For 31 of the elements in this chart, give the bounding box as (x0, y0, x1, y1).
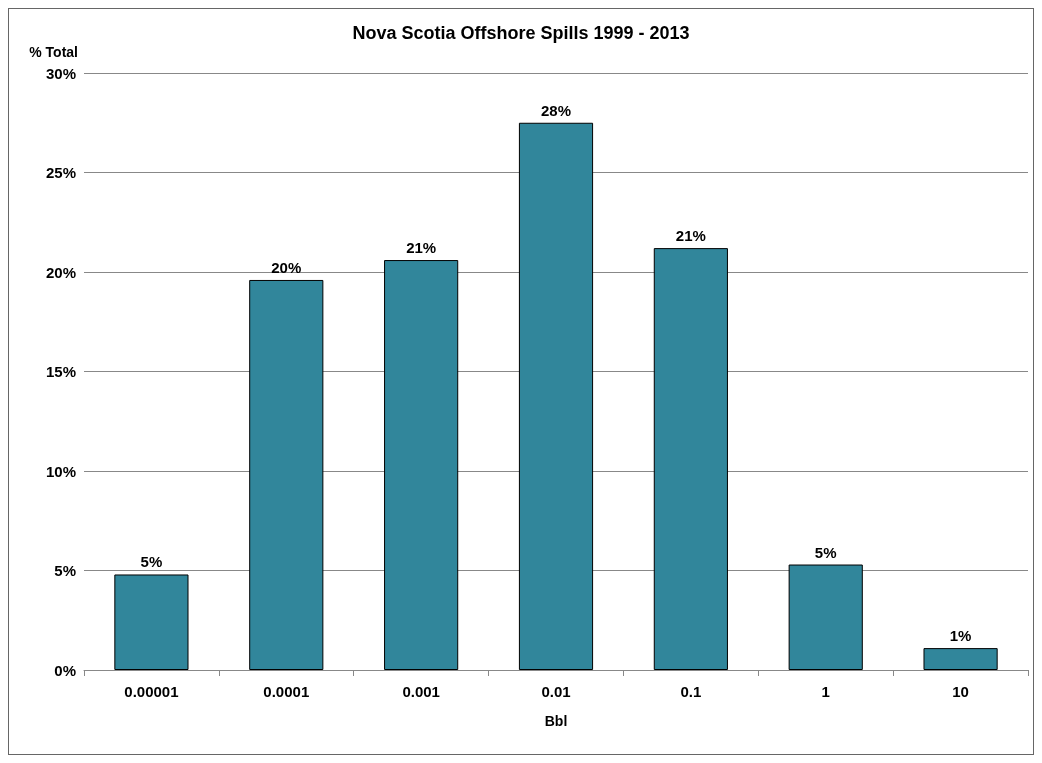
x-tick-label: 0.001 (402, 683, 440, 700)
bar (384, 260, 459, 670)
bar (923, 648, 998, 670)
data-label: 21% (406, 239, 437, 257)
data-label: 20% (271, 258, 302, 276)
bar (114, 574, 189, 670)
bar (518, 122, 594, 670)
bar (249, 279, 324, 670)
bar (788, 564, 863, 670)
y-tick-label: 20% (45, 263, 76, 281)
x-tick-label: 0.00001 (124, 683, 179, 700)
y-tick-label: 30% (45, 64, 76, 82)
data-label: 5% (814, 543, 837, 561)
chart-title: Nova Scotia Offshore Spills 1999 - 2013 (352, 23, 690, 43)
bar (653, 248, 728, 670)
y-tick-label: 10% (45, 462, 76, 480)
x-tick-label: 0.01 (541, 683, 571, 700)
x-tick-label: 10 (952, 683, 969, 700)
data-label: 21% (675, 227, 706, 245)
data-label: 28% (540, 101, 572, 119)
y-tick-label: 25% (45, 164, 76, 181)
data-label: 5% (140, 553, 163, 571)
x-tick-label: 0.1 (680, 683, 702, 700)
y-tick-label: 15% (45, 363, 76, 380)
x-tick-label: 1 (821, 683, 830, 700)
x-axis-title: Bbl (544, 713, 568, 729)
y-axis-title: % Total (29, 44, 78, 60)
y-tick-label: 5% (54, 562, 76, 579)
x-tick-label: 0.0001 (263, 683, 310, 700)
data-label: 1% (949, 627, 972, 645)
y-tick-label: 0% (54, 661, 76, 679)
